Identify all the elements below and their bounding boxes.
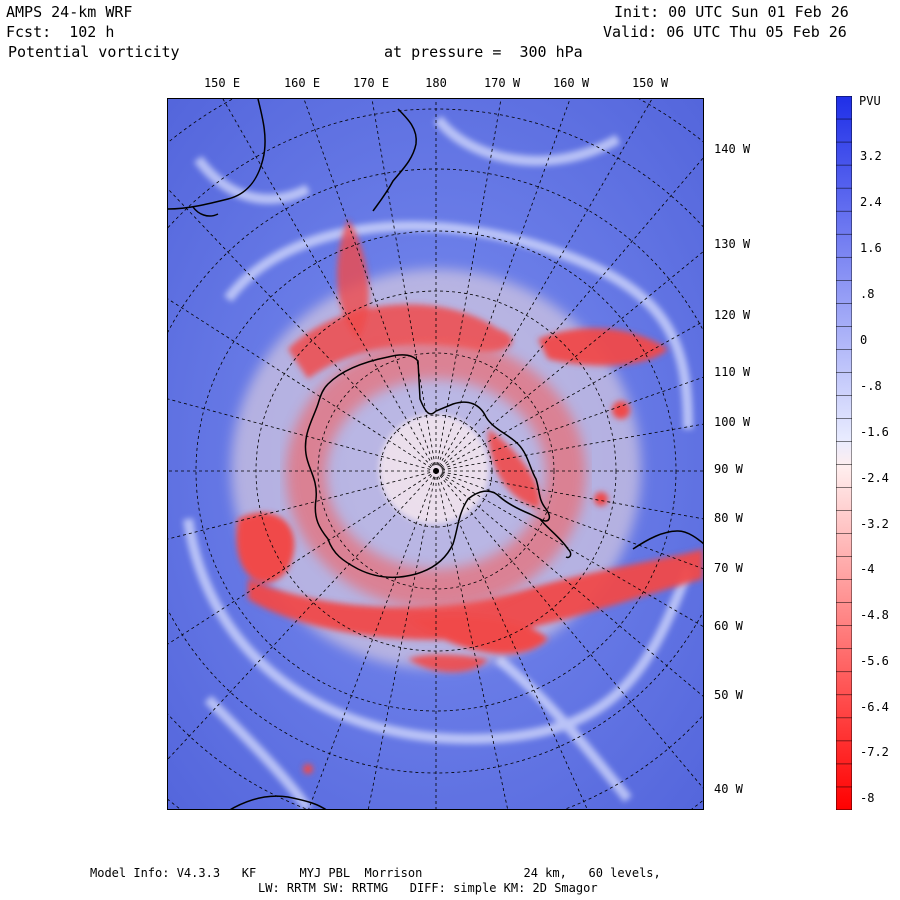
colorbar-label: 3.2 <box>860 149 882 163</box>
lon-label-top: 150 E <box>203 76 241 90</box>
colorbar-label: -7.2 <box>860 745 889 759</box>
init-time: Init: 00 UTC Sun 01 Feb 26 <box>614 3 849 21</box>
pv-white-filaments <box>183 115 693 809</box>
colorbar-label: -4.8 <box>860 608 889 622</box>
lon-label-right: 70 W <box>714 561 743 575</box>
colorbar-label: -4 <box>860 562 875 576</box>
lon-label-top: 170 W <box>483 76 521 90</box>
lon-label-right: 120 W <box>714 308 751 322</box>
colorbar-unit: PVU <box>859 94 881 108</box>
meridians <box>168 99 703 809</box>
lon-label-right: 110 W <box>714 365 751 379</box>
colorbar-label: .8 <box>860 287 875 301</box>
forecast-hour: Fcst: 102 h <box>6 23 115 41</box>
lon-label-top: 150 W <box>631 76 669 90</box>
valid-time: Valid: 06 UTC Thu 05 Feb 26 <box>603 23 847 41</box>
colorbar <box>836 96 852 810</box>
pv-map <box>167 98 704 810</box>
colorbar-label: 1.6 <box>860 241 882 255</box>
colorbar-label: -6.4 <box>860 700 889 714</box>
lon-label-top: 160 E <box>283 76 321 90</box>
lon-label-right: 50 W <box>714 688 743 702</box>
colorbar-label: -5.6 <box>860 654 889 668</box>
lon-label-top: 160 W <box>552 76 590 90</box>
pv-red-structures <box>236 219 703 774</box>
lon-label-right: 40 W <box>714 782 743 796</box>
lon-label-right: 60 W <box>714 619 743 633</box>
model-info-line2: LW: RRTM SW: RRTMG DIFF: simple KM: 2D S… <box>258 881 598 895</box>
pv-inner-ring <box>286 339 586 609</box>
colorbar-label: 0 <box>860 333 868 347</box>
lon-label-right: 90 W <box>714 462 743 476</box>
lon-label-right: 80 W <box>714 511 743 525</box>
colorbar-label: -3.2 <box>860 517 889 531</box>
pv-field-svg <box>168 99 703 809</box>
model-info-line1: Model Info: V4.3.3 KF MYJ PBL Morrison 2… <box>90 866 661 880</box>
colorbar-label: -.8 <box>860 379 882 393</box>
coastlines <box>168 99 703 809</box>
lon-label-top: 180 <box>425 76 447 90</box>
field-name: Potential vorticity <box>8 43 180 61</box>
colorbar-label: 2.4 <box>860 195 882 209</box>
colorbar-label: -2.4 <box>860 471 889 485</box>
colorbar-label: -1.6 <box>860 425 889 439</box>
pressure-level: at pressure = 300 hPa <box>384 43 583 61</box>
lon-label-right: 100 W <box>714 415 751 429</box>
model-title: AMPS 24-km WRF <box>6 3 133 21</box>
colorbar-label: -8 <box>860 791 875 805</box>
lon-label-right: 140 W <box>714 142 751 156</box>
lon-label-right: 130 W <box>714 237 751 251</box>
lon-label-top: 170 E <box>352 76 390 90</box>
